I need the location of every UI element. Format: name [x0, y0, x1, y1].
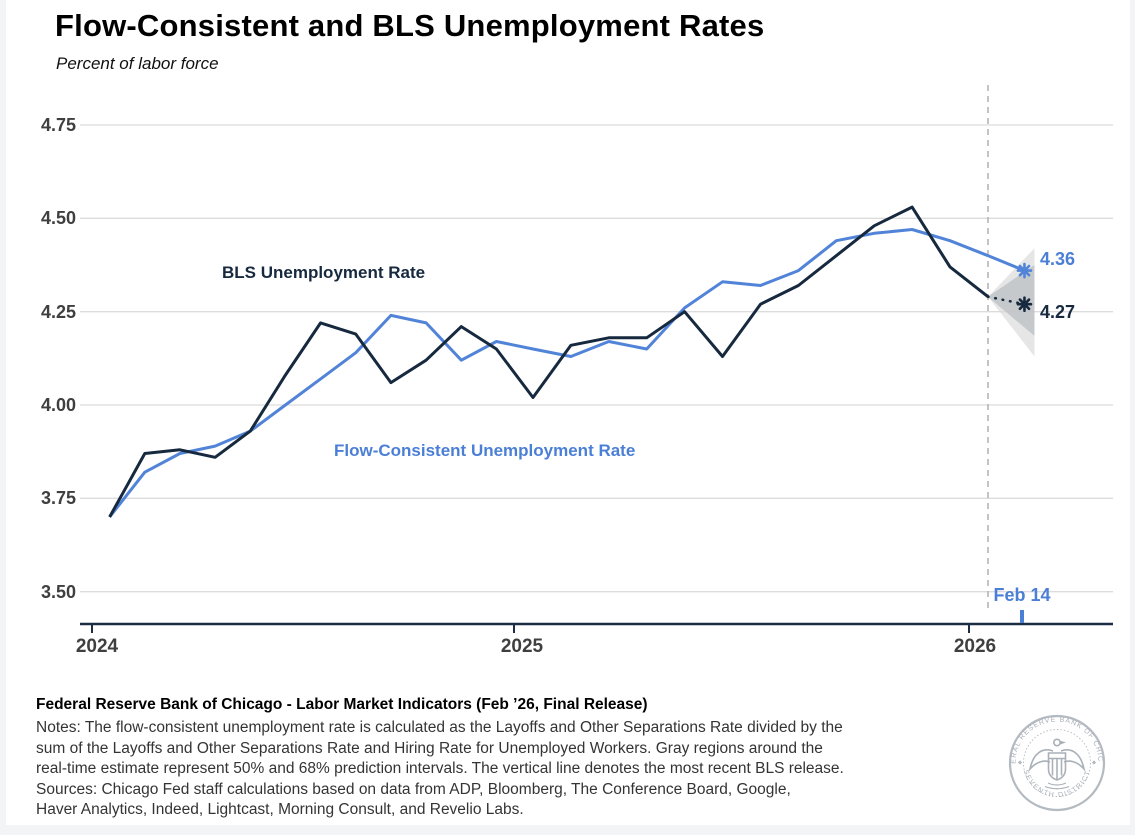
bls-nowcast-marker [1016, 296, 1033, 312]
flow-extension-line [987, 254, 1026, 272]
seal-separator-left [1017, 760, 1023, 765]
y-tick-425: 4.25 [41, 302, 76, 322]
x-tick-2025: 2025 [501, 636, 544, 657]
eagle-emblem [1028, 738, 1086, 790]
x-tick-2024: 2024 [76, 636, 119, 657]
seal-inner-ring [1023, 729, 1091, 797]
footer-heading: Federal Reserve Bank of Chicago - Labor … [36, 696, 648, 713]
gridlines [80, 124, 1113, 593]
footer-note-line: sum of the Layoffs and Other Separations… [36, 739, 823, 757]
footer-note-line: real-time estimate represent 50% and 68%… [36, 760, 844, 778]
y-tick-475: 4.75 [41, 115, 76, 135]
release-date-label: Feb 14 [993, 585, 1050, 605]
flow-nowcast-marker [1016, 262, 1033, 279]
y-tick-350: 3.50 [41, 582, 76, 602]
unemployment-rate-chart: 4.75 4.50 4.25 4.00 3.75 3.50 2024 2025 … [41, 85, 1113, 657]
bls-series-label: BLS Unemployment Rate [222, 263, 425, 282]
footer-note-line: Haver Analytics, Indeed, Lightcast, Morn… [36, 801, 524, 819]
y-tick-450: 4.50 [41, 208, 76, 228]
y-tick-400: 4.00 [41, 395, 76, 415]
page-edge-bottom [0, 825, 1135, 835]
footer-note-line: Sources: Chicago Fed staff calculations … [36, 780, 791, 798]
page-title: Flow-Consistent and BLS Unemployment Rat… [55, 8, 765, 43]
seal-outer-ring [1008, 714, 1106, 812]
seal-top-text: FEDERAL RESERVE BANK OF CHICAGO [1004, 709, 1104, 764]
page-edge-right [1130, 0, 1135, 835]
page-edge-left [0, 0, 6, 835]
bls-line [108, 205, 989, 518]
flow-end-value-label: 4.36 [1040, 249, 1075, 269]
chicago-fed-seal: FEDERAL RESERVE BANK OF CHICAGO SEVENTH … [1004, 709, 1106, 812]
chart-subtitle: Percent of labor force [56, 54, 219, 73]
x-tick-2026: 2026 [954, 636, 996, 657]
seal-separator-right [1091, 760, 1097, 765]
flow-series-label: Flow-Consistent Unemployment Rate [334, 441, 635, 460]
footer-note-line: Notes: The flow-consistent unemployment … [36, 719, 843, 736]
bls-end-value-label: 4.27 [1040, 302, 1075, 322]
footer: Federal Reserve Bank of Chicago - Labor … [36, 694, 1011, 821]
y-tick-375: 3.75 [41, 488, 76, 508]
series-lines [108, 205, 1033, 518]
